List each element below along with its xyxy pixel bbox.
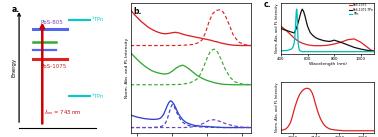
Text: $^3$TPn: $^3$TPn: [91, 92, 104, 101]
X-axis label: Wavelength (nm): Wavelength (nm): [308, 62, 347, 66]
Text: $\lambda_{ex}$ = 743 nm: $\lambda_{ex}$ = 743 nm: [44, 108, 81, 116]
Text: b.: b.: [133, 7, 141, 16]
Y-axis label: Norm. Abs. and PL Intensity: Norm. Abs. and PL Intensity: [125, 38, 129, 98]
Text: $^1$TPn: $^1$TPn: [91, 15, 104, 24]
Y-axis label: Norm. Abs. and PL Intensity: Norm. Abs. and PL Intensity: [276, 83, 279, 132]
Text: a.: a.: [12, 5, 20, 14]
Text: Energy: Energy: [11, 58, 16, 77]
Text: c.: c.: [264, 0, 271, 9]
Text: PbS-1075: PbS-1075: [41, 64, 67, 69]
Legend: PbS-1075, PbS-1075-TPn, TPn: PbS-1075, PbS-1075-TPn, TPn: [349, 3, 373, 16]
Text: PbS-805: PbS-805: [41, 20, 64, 25]
Y-axis label: Norm. Abs. and PL Intensity: Norm. Abs. and PL Intensity: [276, 4, 279, 53]
